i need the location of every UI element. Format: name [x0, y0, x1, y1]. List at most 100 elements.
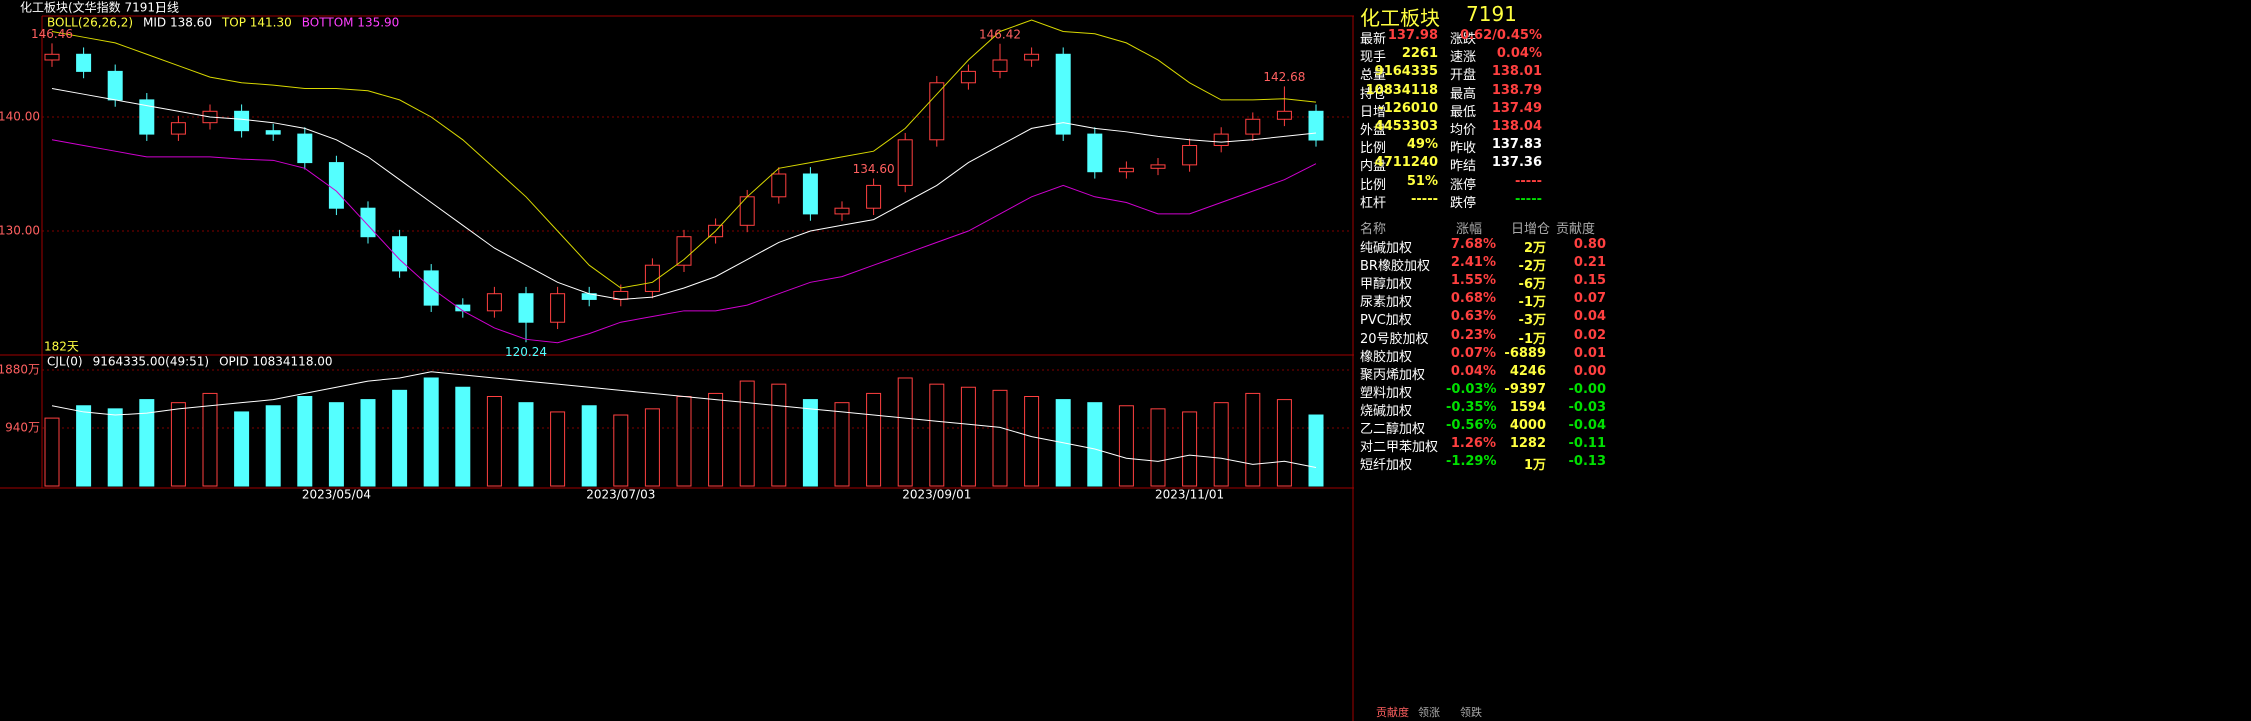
- table-cell: 2万: [1523, 241, 1546, 256]
- column-header: 日增仓: [1511, 222, 1551, 237]
- candle-body: [960, 70, 976, 84]
- volume-bar: [771, 383, 787, 487]
- candle-body: [771, 173, 787, 198]
- quote-value: -----: [1515, 173, 1542, 189]
- candle-body: [76, 53, 92, 72]
- title-bar: [0, 0, 1354, 15]
- volume-bar: [834, 402, 850, 487]
- quote-label: 最新: [1360, 32, 1387, 47]
- table-cell: BR橡胶加权: [1360, 259, 1430, 275]
- column-header: 贡献度: [1556, 222, 1596, 237]
- indicator-legend: CJL(0): [47, 355, 83, 369]
- quote-label: 昨收: [1450, 141, 1477, 157]
- volume-bar: [76, 405, 92, 487]
- volume-bar: [802, 399, 818, 487]
- extreme-label: 146.46: [31, 27, 73, 41]
- volume-bar: [328, 402, 344, 487]
- volume-bar: [265, 405, 281, 487]
- quote-label: 昨结: [1450, 159, 1477, 175]
- quote-value: 138.01: [1491, 64, 1542, 80]
- candle-body: [834, 207, 850, 215]
- x-tick-label: 2023/07/03: [586, 488, 655, 502]
- quote-value: 49%: [1406, 137, 1438, 153]
- table-cell: -0.56%: [1446, 418, 1497, 433]
- table-cell: 2.41%: [1450, 255, 1496, 271]
- tab[interactable]: 领涨: [1418, 706, 1440, 719]
- days-label: 182天: [44, 340, 79, 354]
- candle-body: [1308, 110, 1324, 141]
- quote-label: 跌停: [1450, 195, 1477, 211]
- table-cell: 0.80: [1573, 237, 1606, 252]
- table-cell: 20号胶加权: [1360, 331, 1429, 347]
- volume-bar: [550, 411, 566, 487]
- table-cell: 0.04: [1573, 309, 1606, 325]
- quote-label: 均价: [1450, 123, 1477, 138]
- volume-bar: [202, 392, 218, 487]
- x-tick-label: 2023/09/01: [902, 488, 971, 502]
- volume-bar: [644, 408, 660, 487]
- volume-bar: [929, 383, 945, 487]
- tab[interactable]: 贡献度: [1376, 706, 1409, 719]
- chart-area: 化工板块(文华指数 7191) 日线 130.00 140.00 146.46 120…: [0, 0, 1354, 721]
- volume-bar: [581, 405, 597, 487]
- volume-bar: [1118, 405, 1134, 487]
- quote-label: 速涨: [1450, 50, 1477, 66]
- quote-value: 0.62/0.45%: [1460, 28, 1542, 43]
- table-cell: -1.29%: [1446, 454, 1497, 470]
- candle-body: [992, 59, 1008, 72]
- quote-label: 涨停: [1450, 177, 1477, 193]
- table-cell: 短纤加权: [1360, 458, 1413, 474]
- volume-bar: [739, 380, 755, 487]
- table-cell: 0.07: [1573, 291, 1606, 307]
- candle-body: [1150, 164, 1166, 169]
- indicator-legend: TOP 141.30: [221, 16, 292, 30]
- quote-value: 4711240: [1374, 155, 1438, 171]
- quote-value: 138.79: [1491, 82, 1542, 98]
- quote-label: 持仓: [1360, 86, 1387, 102]
- quote-value: 137.98: [1387, 28, 1438, 43]
- table-cell: -0.11: [1568, 436, 1606, 452]
- table-cell: 1.26%: [1450, 436, 1496, 452]
- candle-body: [265, 130, 281, 135]
- extreme-label: 142.68: [1263, 70, 1305, 84]
- table-cell: 4000: [1509, 418, 1546, 433]
- volume-bar: [897, 377, 913, 487]
- volume-bar: [866, 392, 882, 487]
- candle-body: [739, 196, 755, 226]
- volume-bar: [1213, 402, 1229, 487]
- volume-bar: [170, 402, 186, 487]
- column-header: 涨幅: [1456, 222, 1483, 237]
- table-cell: 橡胶加权: [1360, 349, 1413, 365]
- side-panel: 化工板块 7191 最新 137.98 现手 2261 总量 9164335 持仓 1083411…: [1356, 0, 2251, 721]
- volume-bar: [1150, 408, 1166, 487]
- quote-label: 日增: [1360, 104, 1387, 120]
- tab[interactable]: 领跌: [1460, 706, 1482, 719]
- volume-bar: [1276, 399, 1292, 487]
- boll-line: [51, 139, 1317, 344]
- volume-bar: [360, 399, 376, 487]
- candle-body: [518, 293, 534, 323]
- y-tick-label: 1880万: [0, 362, 40, 376]
- candle-body: [1276, 110, 1292, 120]
- volume-bar: [392, 389, 408, 487]
- quote-value: -----: [1515, 191, 1542, 207]
- instrument-code: 7191: [1466, 2, 1517, 26]
- volume-bar: [234, 411, 250, 487]
- candle-body: [866, 184, 882, 209]
- table-cell: -3万: [1518, 313, 1546, 329]
- table-cell: 对二甲苯加权: [1360, 440, 1439, 456]
- volume-bar: [423, 377, 439, 487]
- quote-label: 开盘: [1450, 68, 1477, 84]
- table-cell: -0.35%: [1446, 399, 1497, 415]
- volume-bar: [1087, 402, 1103, 487]
- volume-bar: [455, 386, 471, 487]
- period-selector[interactable]: 日线: [155, 1, 179, 15]
- candle-body: [1245, 118, 1261, 135]
- volume-bar: [1024, 396, 1040, 487]
- volume-bar: [1245, 392, 1261, 487]
- y-tick-label: 130.00: [0, 224, 40, 238]
- quote-label: 总量: [1360, 68, 1387, 84]
- indicator-legend: BOTTOM 135.90: [302, 16, 400, 30]
- candle-body: [1213, 133, 1229, 146]
- quote-value: 0.04%: [1496, 46, 1542, 62]
